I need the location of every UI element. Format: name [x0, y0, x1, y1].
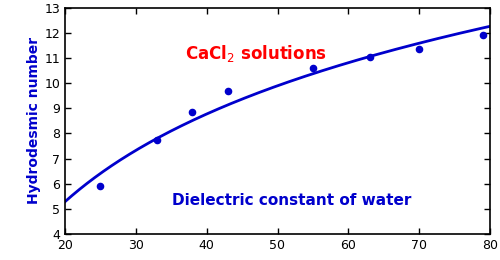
Text: CaCl$_2$ solutions: CaCl$_2$ solutions	[186, 43, 328, 64]
Point	[224, 89, 232, 93]
Y-axis label: Hydrodesmic number: Hydrodesmic number	[28, 37, 42, 204]
Point	[153, 138, 161, 142]
Point	[366, 55, 374, 59]
Point	[96, 184, 104, 188]
Point	[415, 47, 423, 51]
Point	[309, 66, 317, 70]
Point	[188, 110, 196, 114]
Text: Dielectric constant of water: Dielectric constant of water	[172, 193, 412, 208]
Point	[479, 33, 487, 37]
